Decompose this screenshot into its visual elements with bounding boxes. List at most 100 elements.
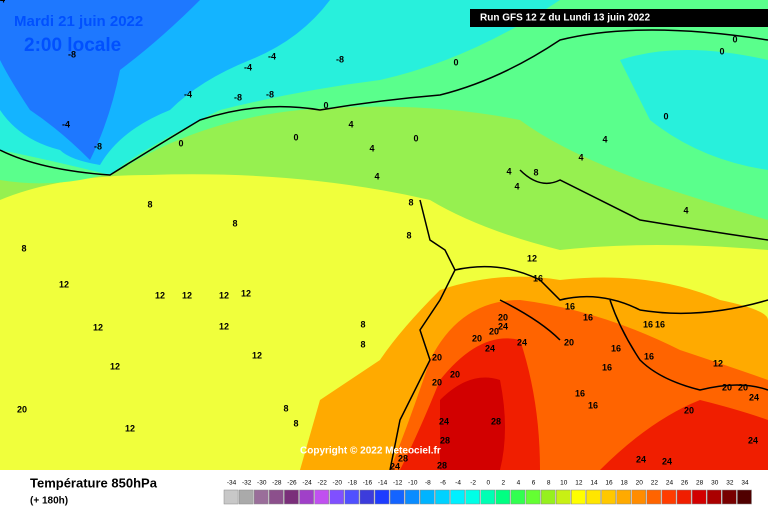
map-label: 24 (748, 435, 758, 445)
legend-label: 24 (666, 480, 674, 487)
map-label: 0 (413, 133, 418, 143)
legend-label: 34 (741, 480, 749, 487)
legend-swatch (435, 489, 450, 505)
map-label: 0 (453, 57, 458, 67)
map-label: 24 (662, 456, 672, 466)
map-label: 20 (450, 369, 460, 379)
legend-swatch (299, 489, 314, 505)
map-label: 8 (533, 167, 538, 177)
map-label: 8 (21, 243, 26, 253)
legend-label: -10 (408, 480, 418, 487)
legend-label: -16 (363, 480, 373, 487)
map-label: 0 (719, 46, 724, 56)
map-label: 4 (578, 152, 583, 162)
map-label: 24 (0, 0, 5, 4)
map-label: 16 (602, 362, 612, 372)
legend-label: 4 (517, 480, 521, 487)
legend-swatch (691, 489, 707, 505)
legend-swatch (238, 489, 254, 505)
map-label: 20 (498, 312, 508, 322)
run: Run GFS 12 Z du Lundi 13 juin 2022 (480, 13, 650, 24)
legend-label: 8 (547, 480, 551, 487)
legend-swatch (344, 489, 360, 505)
map-label: 0 (293, 132, 298, 142)
legend-swatch (404, 489, 420, 505)
legend-label: -20 (333, 480, 343, 487)
map-label: 16 (655, 319, 665, 329)
legend-label: -24 (302, 480, 312, 487)
map-label: -4 (62, 119, 70, 129)
map-label: 12 (155, 290, 165, 300)
copyright: Copyright © 2022 Meteociel.fr (300, 446, 441, 457)
map-label: 16 (565, 301, 575, 311)
map-label: 4 (369, 143, 374, 153)
map-label: 12 (125, 423, 135, 433)
legend-label: -2 (470, 480, 476, 487)
map-label: 20 (738, 382, 748, 392)
map-label: 8 (406, 230, 411, 240)
legend-swatch (706, 489, 722, 505)
coastlines (0, 29, 768, 471)
legend-label: 30 (711, 480, 719, 487)
map-label: -4 (268, 51, 276, 61)
map-label: -4 (184, 89, 192, 99)
legend-swatch (480, 489, 496, 505)
legend-label: 18 (621, 480, 629, 487)
map-label: 8 (232, 218, 237, 228)
legend-swatch (601, 489, 616, 505)
map-label: 12 (59, 279, 69, 289)
map-background (0, 0, 768, 470)
legend-swatch (329, 489, 345, 505)
time: 2:00 locale (24, 35, 121, 56)
map-label: 8 (408, 197, 413, 207)
map-label: 16 (643, 319, 653, 329)
map-label: 12 (713, 358, 723, 368)
map-label: 0 (663, 111, 668, 121)
map-label: 16 (533, 273, 543, 283)
map-label: 16 (575, 388, 585, 398)
map-label: 28 (440, 435, 450, 445)
legend-swatch (631, 489, 647, 505)
legend-label: 6 (532, 480, 536, 487)
map-label: 24 (485, 343, 495, 353)
map-label: 4 (602, 134, 607, 144)
map-label: 20 (684, 405, 694, 415)
map-label: 24 (498, 321, 508, 331)
legend-swatch (465, 489, 480, 505)
map-label: 4 (683, 205, 688, 215)
legend-label: -8 (425, 480, 431, 487)
map-label: 12 (252, 350, 262, 360)
map-label: 24 (636, 454, 646, 464)
legend-label: -18 (348, 480, 358, 487)
footer-lead: (+ 180h) (30, 496, 68, 507)
legend-label: 32 (726, 480, 734, 487)
legend-swatch (420, 489, 435, 505)
map-label: 8 (360, 319, 365, 329)
legend-label: 14 (590, 480, 598, 487)
legend-swatch (646, 489, 662, 505)
legend-label: -12 (393, 480, 403, 487)
legend-label: 2 (502, 480, 506, 487)
legend-label: 10 (560, 480, 568, 487)
map-label: 12 (219, 321, 229, 331)
legend-swatch (284, 489, 299, 505)
legend-swatch (676, 489, 692, 505)
legend-swatch (722, 489, 737, 505)
map-label: 16 (611, 343, 621, 353)
map-label: 20 (432, 377, 442, 387)
legend-label: -30 (257, 480, 267, 487)
map-label: 12 (219, 290, 229, 300)
legend-swatch (510, 489, 526, 505)
legend-swatch (495, 489, 511, 505)
legend-label: -14 (378, 480, 388, 487)
legend-label: -4 (455, 480, 461, 487)
date: Mardi 21 juin 2022 (14, 13, 143, 30)
legend-swatch (661, 489, 677, 505)
map-label: 4 (514, 181, 519, 191)
map-label: 16 (644, 351, 654, 361)
map-label: 8 (360, 339, 365, 349)
map-label: 24 (749, 392, 759, 402)
map-label: 24 (439, 416, 449, 426)
map-label: 20 (722, 382, 732, 392)
